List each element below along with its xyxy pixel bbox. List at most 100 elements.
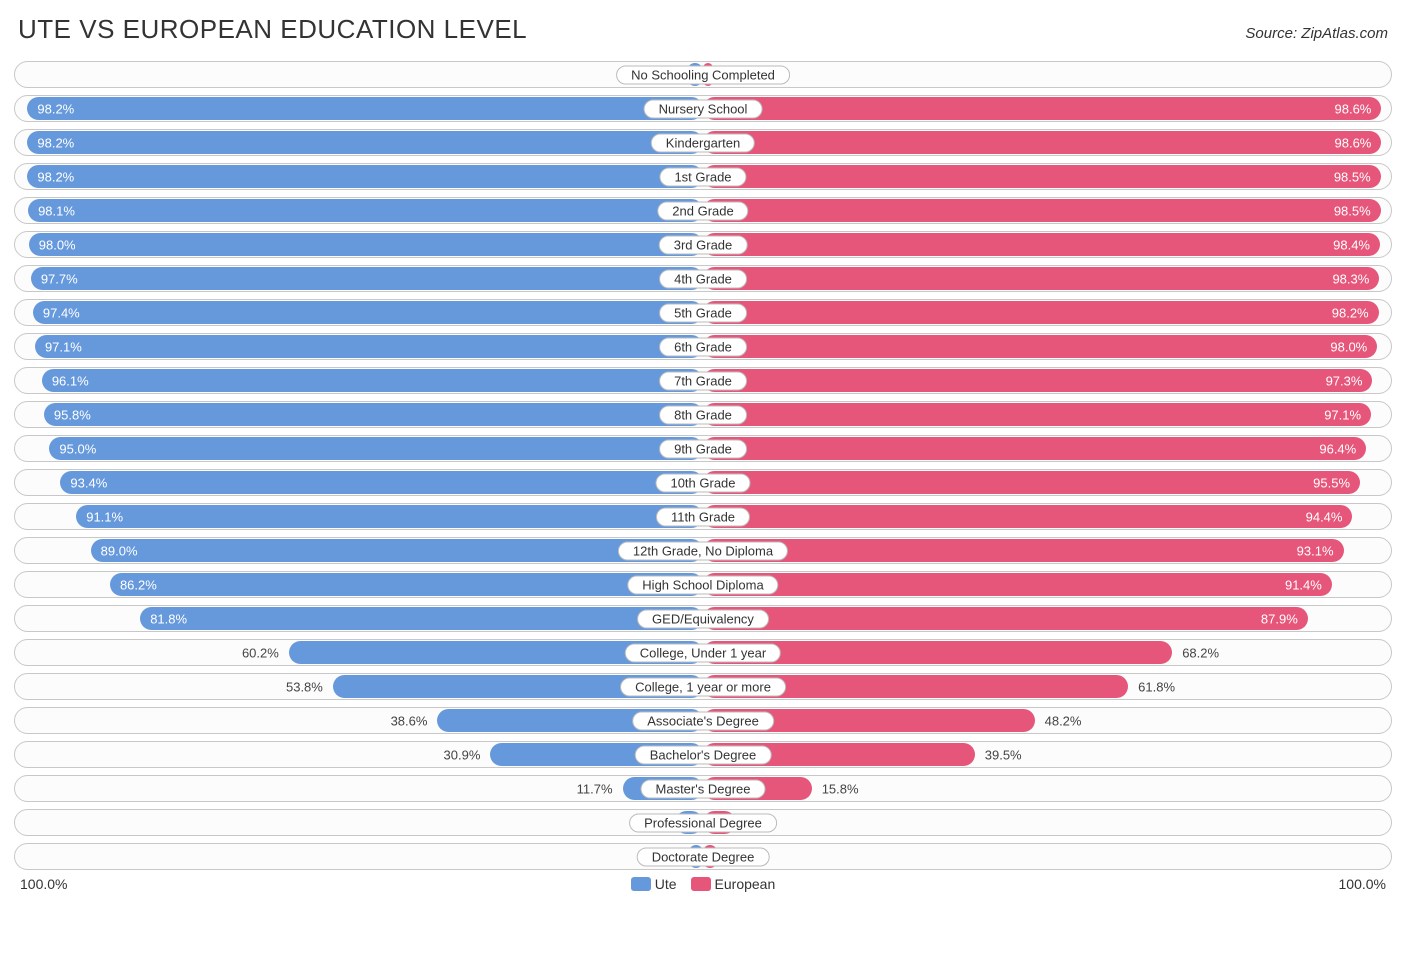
bar-right-value: 94.4% [1296,509,1353,524]
chart-row: 96.1%97.3%7th Grade [14,367,1392,394]
bar-right-value: 97.1% [1314,407,1371,422]
bar-right [703,403,1371,426]
legend-swatch-right [691,877,711,891]
bar-left [31,267,703,290]
bar-right [703,97,1381,120]
chart-row: 95.0% 96.4% 9th Grade [14,435,1392,462]
bar-left-value: 95.0% [49,441,106,456]
chart-row: 97.4%98.2%5th Grade [14,299,1392,326]
bar-left-value: 98.1% [28,203,85,218]
bar-left-value: 97.1% [35,339,92,354]
bar-left [35,335,703,358]
chart-row: 97.1%98.0%6th Grade [14,333,1392,360]
chart-source: Source: ZipAtlas.com [1245,25,1388,42]
bar-right-value: 61.8% [1128,679,1185,694]
legend-label-left: Ute [655,876,677,892]
category-label: Associate's Degree [632,711,774,730]
category-label: 9th Grade [659,439,747,458]
chart-row: 38.6%48.2%Associate's Degree [14,707,1392,734]
bar-left-value: 95.8% [44,407,101,422]
bar-left [27,131,703,154]
bar-left [76,505,703,528]
bar-left-value: 98.2% [27,101,84,116]
category-label: 11th Grade [656,507,750,526]
chart-row: 30.9%39.5%Bachelor's Degree [14,741,1392,768]
category-label: High School Diploma [627,575,778,594]
category-label: 10th Grade [655,473,750,492]
bar-right-value: 96.4% [1309,441,1366,456]
bar-left-value: 97.7% [31,271,88,286]
bar-right [703,369,1372,392]
bar-left-value: 98.2% [27,169,84,184]
category-label: 4th Grade [659,269,747,288]
bar-right [703,505,1352,528]
bar-right-value: 98.6% [1325,101,1382,116]
chart-title: UTE VS EUROPEAN EDUCATION LEVEL [18,14,527,45]
bar-right [703,573,1332,596]
chart-legend: Ute European [67,876,1338,892]
chart-row: 91.1% 94.4% 11th Grade [14,503,1392,530]
bar-left-value: 93.4% [60,475,117,490]
category-label: 12th Grade, No Diploma [618,541,788,560]
legend-item-left: Ute [631,876,677,892]
bar-right [703,301,1379,324]
category-label: 3rd Grade [659,235,748,254]
legend-label-right: European [715,876,776,892]
bar-right-value: 93.1% [1287,543,1344,558]
bar-right-value: 98.2% [1322,305,1379,320]
chart-row: 98.0% 98.4% 3rd Grade [14,231,1392,258]
category-label: Nursery School [644,99,763,118]
bar-right [703,607,1308,630]
bar-left [27,97,703,120]
chart-row: 60.2%68.2%College, Under 1 year [14,639,1392,666]
legend-swatch-left [631,877,651,891]
bar-right-value: 39.5% [975,747,1032,762]
chart-row: 53.8%61.8%College, 1 year or more [14,673,1392,700]
bar-right [703,437,1366,460]
bar-left-value: 96.1% [42,373,99,388]
bar-right-value: 97.3% [1316,373,1373,388]
bar-left-value: 98.0% [29,237,86,252]
bar-left-value: 86.2% [110,577,167,592]
category-label: 6th Grade [659,337,747,356]
chart-row: 2.0%2.1%Doctorate Degree [14,843,1392,870]
bar-left [140,607,703,630]
category-label: Kindergarten [651,133,755,152]
chart-row: 81.8%87.9%GED/Equivalency [14,605,1392,632]
category-label: No Schooling Completed [616,65,790,84]
bar-right [703,471,1360,494]
category-label: College, 1 year or more [620,677,786,696]
category-label: Bachelor's Degree [635,745,772,764]
bar-left [28,199,703,222]
bar-left [91,539,703,562]
bar-left [42,369,703,392]
chart-rows: 2.3%1.5%No Schooling Completed98.2%98.6%… [14,61,1392,870]
bar-right-value: 98.3% [1322,271,1379,286]
bar-left-value: 91.1% [76,509,133,524]
chart-row: 2.3%1.5%No Schooling Completed [14,61,1392,88]
category-label: Doctorate Degree [637,847,770,866]
bar-right-value: 98.4% [1323,237,1380,252]
chart-header: UTE VS EUROPEAN EDUCATION LEVEL Source: … [14,14,1392,45]
axis-left-max: 100.0% [20,876,67,892]
bar-left [27,165,703,188]
chart-row: 4.0%4.8%Professional Degree [14,809,1392,836]
axis-right-max: 100.0% [1339,876,1386,892]
chart-row: 98.2%98.5%1st Grade [14,163,1392,190]
chart-row: 93.4%95.5%10th Grade [14,469,1392,496]
bar-right [703,131,1381,154]
bar-right [703,165,1381,188]
bar-left [49,437,703,460]
category-label: Professional Degree [629,813,777,832]
chart-row: 98.2%98.6%Kindergarten [14,129,1392,156]
chart-row: 98.1%98.5%2nd Grade [14,197,1392,224]
bar-left-value: 89.0% [91,543,148,558]
bar-right-value: 98.5% [1324,169,1381,184]
chart-row: 89.0% 93.1% 12th Grade, No Diploma [14,537,1392,564]
bar-right [703,233,1380,256]
category-label: 5th Grade [659,303,747,322]
bar-left [44,403,703,426]
bar-left [110,573,703,596]
bar-right-value: 48.2% [1035,713,1092,728]
bar-left-value: 98.2% [27,135,84,150]
